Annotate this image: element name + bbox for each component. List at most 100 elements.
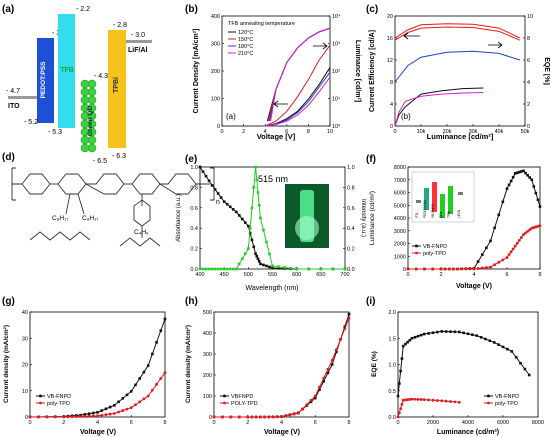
xlabel-b: Voltage [V] xyxy=(257,132,296,141)
f-poly-point xyxy=(439,267,443,271)
c-xtick-label: 20k xyxy=(443,129,452,135)
i-vb-line xyxy=(397,330,530,397)
e-y2tick-label: 0.2 xyxy=(347,247,355,253)
pedot-bottom: - 5.2 xyxy=(24,119,38,126)
g-poly-point xyxy=(108,412,112,416)
b-y2tick-label: 10³ xyxy=(332,42,340,48)
h-poly-point xyxy=(237,415,241,419)
f-poly-point xyxy=(489,265,492,269)
h-vb-point xyxy=(330,363,334,366)
e-abs-point xyxy=(259,262,262,266)
e-pl-point xyxy=(262,228,265,232)
h-poly-point xyxy=(280,415,283,419)
g-xtick-label: 6 xyxy=(130,420,133,426)
f-vb-point xyxy=(505,187,509,190)
e-pl-point xyxy=(210,267,214,271)
g-poly-point xyxy=(53,415,57,419)
g-poly-point xyxy=(121,409,125,412)
b-180°C-line xyxy=(265,71,331,127)
f-vb-point xyxy=(522,169,525,173)
f-poly-point xyxy=(414,267,418,271)
panel-label-a: (a) xyxy=(2,4,14,15)
f-vb-point xyxy=(536,198,540,202)
b-arrow-right xyxy=(313,42,328,50)
f-vb-point xyxy=(511,175,515,179)
i-vb-point xyxy=(471,333,474,337)
energy-inset-f: ITO PEDOT:PSS VB-FNPD QDs TPBi LiF/Al xyxy=(411,171,475,223)
i-vb-point xyxy=(449,330,452,333)
g-poly-point xyxy=(163,371,167,375)
i-vb-point xyxy=(492,341,496,344)
e-pl-point xyxy=(198,267,202,271)
f-poly-point xyxy=(517,238,521,242)
g-vb-point xyxy=(108,405,112,409)
cathode-value: - 3.0 xyxy=(131,32,145,39)
plot-h: 0 2 4 6 8 0 100 200 300 400 500 xyxy=(203,310,351,426)
e-ytick-label: 0.2 xyxy=(190,247,198,253)
g-poly-point xyxy=(66,415,70,419)
h-poly-point xyxy=(259,415,262,419)
i-ytick-label: 1.0 xyxy=(388,363,396,369)
f-ytick-label: 8000 xyxy=(394,165,406,171)
f-ytick-label: 0 xyxy=(403,267,406,273)
c-y2tick-label: 6 xyxy=(527,58,530,64)
f-inset-label: LiF/Al xyxy=(457,210,461,218)
i-xtick-label: 6000 xyxy=(497,420,509,426)
b-y2tick-label: 10² xyxy=(332,69,340,75)
b-xtick-label: 4 xyxy=(264,129,267,135)
panel-label-b: (b) xyxy=(185,4,198,15)
f-vb-point xyxy=(497,213,501,217)
f-ytick-label: 6000 xyxy=(394,191,406,197)
e-pl-point xyxy=(216,267,220,271)
g-poly-point xyxy=(83,414,87,418)
g-vb-point xyxy=(91,411,95,415)
h-legend-label: POLY-TPD xyxy=(231,401,258,407)
i-vb-point xyxy=(406,340,409,344)
i-vb-point xyxy=(410,336,414,340)
f-ytick-label: 5000 xyxy=(394,203,406,209)
e-pl-point xyxy=(247,247,250,250)
f-vb-point xyxy=(518,170,521,174)
peak-label-e: 515 nm xyxy=(258,174,288,184)
f-ytick-label: 7000 xyxy=(394,178,406,184)
h-vb-point xyxy=(335,350,338,354)
f-legend-marker xyxy=(415,244,418,248)
repeat-unit-n: n xyxy=(216,199,220,206)
f-vb-point xyxy=(524,171,527,175)
i-vb-point xyxy=(514,355,518,359)
i-legend-label: VB-FNPD xyxy=(495,394,519,400)
g-poly-point xyxy=(91,414,95,418)
b-y2tick-label: 10¹ xyxy=(332,97,340,103)
f-poly-point xyxy=(451,267,455,271)
f-poly-point xyxy=(406,267,410,271)
e-abs-point xyxy=(210,184,214,187)
i-poly-point xyxy=(419,398,423,401)
cathode-bar xyxy=(126,40,152,43)
i-vb-point xyxy=(422,332,426,336)
i-poly-point xyxy=(449,400,452,403)
h-poly-point xyxy=(347,316,351,320)
f-poly-point xyxy=(443,267,447,271)
g-xtick-label: 4 xyxy=(96,420,99,426)
g-ytick-label: 20 xyxy=(22,363,28,369)
i-ytick-label: 0.5 xyxy=(388,389,396,395)
g-poly-point xyxy=(125,407,129,411)
e-pl-point xyxy=(307,267,311,271)
i-vb-point xyxy=(488,339,492,343)
h-poly-point xyxy=(212,415,216,419)
panel-i: (i) 0 2000 4000 6000 8000 0.0 0.5 1.0 1.5 2.0 VB-… xyxy=(366,296,544,436)
e-pl-point xyxy=(207,267,211,271)
f-poly-point xyxy=(480,266,484,270)
h-ytick-label: 200 xyxy=(203,373,212,379)
e-pl-point xyxy=(204,267,208,271)
plot-g: 0 2 4 6 8 0 10 20 30 40 xyxy=(22,310,167,426)
g-vb-point xyxy=(134,383,137,387)
f-legend-marker xyxy=(415,251,418,255)
tfb-bottom: - 5.3 xyxy=(48,129,62,136)
g-legend-label: VB-FNPD xyxy=(47,394,71,400)
i-vb-point xyxy=(440,330,444,333)
i-xtick-label: 4000 xyxy=(462,420,474,426)
panel-d: (d) n C₈H₁₇ C₈H₁₇ C₄H₉ xyxy=(2,152,220,247)
g-vb-point xyxy=(163,317,167,321)
f-poly-point xyxy=(515,241,519,245)
